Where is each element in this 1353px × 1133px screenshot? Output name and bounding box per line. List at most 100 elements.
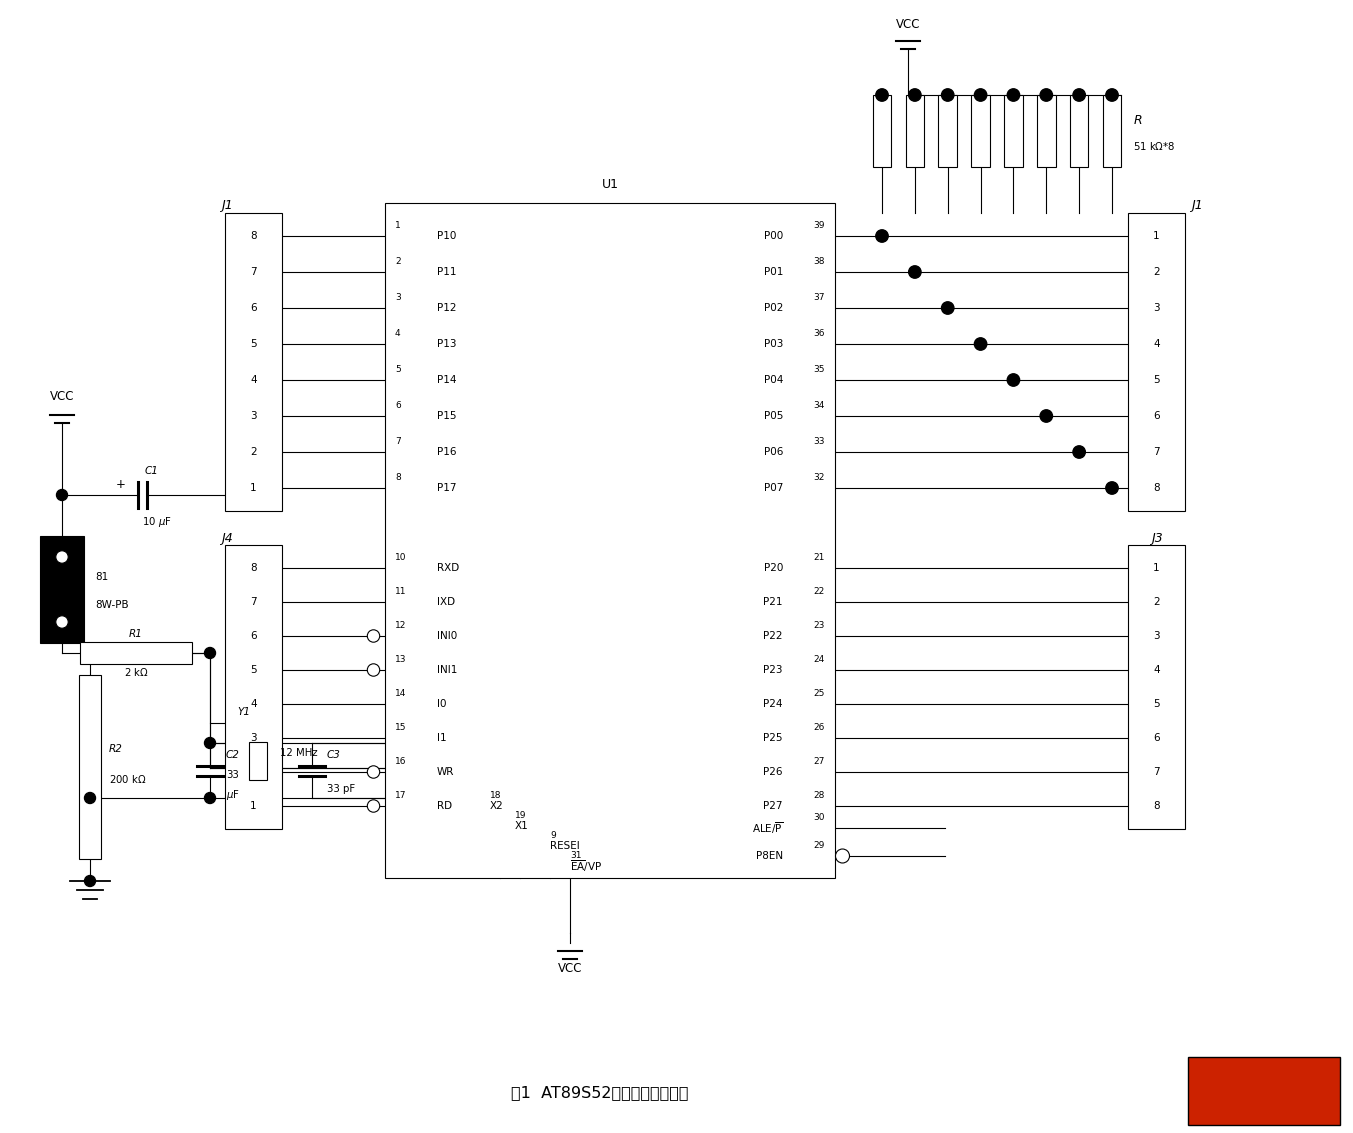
Text: 4: 4 (1153, 665, 1160, 675)
Text: 8: 8 (250, 231, 257, 241)
Text: 7: 7 (1153, 767, 1160, 777)
Text: 200 k$\Omega$: 200 k$\Omega$ (110, 773, 146, 785)
Text: 39: 39 (813, 221, 825, 230)
Text: P06: P06 (763, 448, 783, 457)
Text: P01: P01 (763, 267, 783, 276)
Text: I1: I1 (437, 733, 446, 743)
Text: 81: 81 (95, 572, 108, 582)
Text: 10 $\mu$F: 10 $\mu$F (142, 516, 172, 529)
Text: R1: R1 (129, 629, 143, 639)
Text: 28: 28 (813, 791, 825, 800)
Text: P16: P16 (437, 448, 456, 457)
Circle shape (875, 88, 888, 101)
Text: 14: 14 (395, 689, 406, 698)
Text: INI1: INI1 (437, 665, 457, 675)
Text: 34: 34 (813, 401, 825, 410)
Text: P02: P02 (763, 303, 783, 313)
Text: 33 pF: 33 pF (327, 784, 354, 793)
Text: 26: 26 (813, 723, 825, 732)
Text: 9: 9 (551, 830, 556, 840)
Text: 3: 3 (1153, 631, 1160, 641)
Text: J4: J4 (221, 531, 233, 545)
Circle shape (55, 551, 68, 563)
Text: P15: P15 (437, 411, 456, 421)
Bar (249, 742, 267, 780)
Text: 4: 4 (250, 699, 257, 709)
Text: 19: 19 (515, 811, 526, 820)
Circle shape (367, 766, 380, 778)
Bar (1103, 95, 1122, 167)
Text: 6: 6 (1153, 411, 1160, 421)
Text: 2: 2 (1153, 597, 1160, 607)
Circle shape (1073, 88, 1085, 101)
Text: P07: P07 (763, 483, 783, 493)
Text: 33: 33 (226, 770, 238, 781)
Bar (1128, 545, 1185, 829)
Bar (1004, 95, 1023, 167)
Text: +: + (116, 477, 126, 491)
Text: 4: 4 (250, 375, 257, 385)
Text: 13: 13 (395, 655, 406, 664)
Text: P00: P00 (763, 231, 783, 241)
Text: P21: P21 (763, 597, 783, 607)
Text: 5: 5 (1153, 375, 1160, 385)
Text: WR: WR (437, 767, 455, 777)
Circle shape (1007, 88, 1020, 101)
Text: VCC: VCC (557, 963, 582, 976)
Text: 35: 35 (813, 365, 825, 374)
Text: P27: P27 (763, 801, 783, 811)
Text: 1: 1 (395, 221, 400, 230)
Text: 电子工程世界
eeworld.com.cn: 电子工程世界 eeworld.com.cn (1235, 1084, 1292, 1098)
Text: P20: P20 (763, 563, 783, 573)
Text: 31: 31 (570, 851, 582, 860)
Text: J1: J1 (221, 199, 233, 213)
Text: 5: 5 (250, 665, 257, 675)
Circle shape (367, 630, 380, 642)
Circle shape (1105, 88, 1118, 101)
Text: 30: 30 (813, 813, 825, 823)
Text: 2: 2 (250, 448, 257, 457)
Text: 2: 2 (250, 767, 257, 777)
Text: C1: C1 (145, 466, 158, 476)
Text: C2: C2 (226, 750, 239, 760)
Text: 29: 29 (813, 841, 825, 850)
Text: 1: 1 (1153, 563, 1160, 573)
Circle shape (836, 849, 850, 863)
Bar (225, 213, 281, 511)
Text: 24: 24 (813, 655, 825, 664)
Text: P25: P25 (763, 733, 783, 743)
Bar (80, 642, 192, 664)
Text: 6: 6 (395, 401, 400, 410)
Text: 8: 8 (1153, 801, 1160, 811)
Text: J3: J3 (1150, 531, 1162, 545)
Text: 12 MHz: 12 MHz (280, 748, 318, 758)
Bar (225, 545, 281, 829)
Text: I0: I0 (437, 699, 446, 709)
Text: P23: P23 (763, 665, 783, 675)
Text: 3: 3 (250, 733, 257, 743)
Text: P12: P12 (437, 303, 456, 313)
Text: 17: 17 (395, 791, 406, 800)
Text: 7: 7 (250, 267, 257, 276)
Text: 8: 8 (395, 472, 400, 482)
Bar (386, 203, 835, 878)
Circle shape (204, 738, 215, 749)
Text: 8: 8 (250, 563, 257, 573)
Circle shape (204, 647, 215, 658)
Text: 21: 21 (813, 553, 825, 562)
Circle shape (942, 301, 954, 314)
Text: 11: 11 (395, 587, 406, 596)
Circle shape (942, 88, 954, 101)
Text: 33: 33 (813, 437, 825, 446)
Text: 1: 1 (250, 483, 257, 493)
Text: C3: C3 (327, 750, 341, 760)
Text: VCC: VCC (896, 18, 920, 32)
Bar (1188, 1057, 1339, 1125)
Text: R2: R2 (110, 744, 123, 753)
Text: 2 k$\Omega$: 2 k$\Omega$ (123, 666, 149, 678)
Text: P8EN: P8EN (756, 851, 783, 861)
Text: 22: 22 (813, 587, 825, 596)
Text: P24: P24 (763, 699, 783, 709)
Circle shape (1040, 410, 1053, 423)
Circle shape (367, 664, 380, 676)
